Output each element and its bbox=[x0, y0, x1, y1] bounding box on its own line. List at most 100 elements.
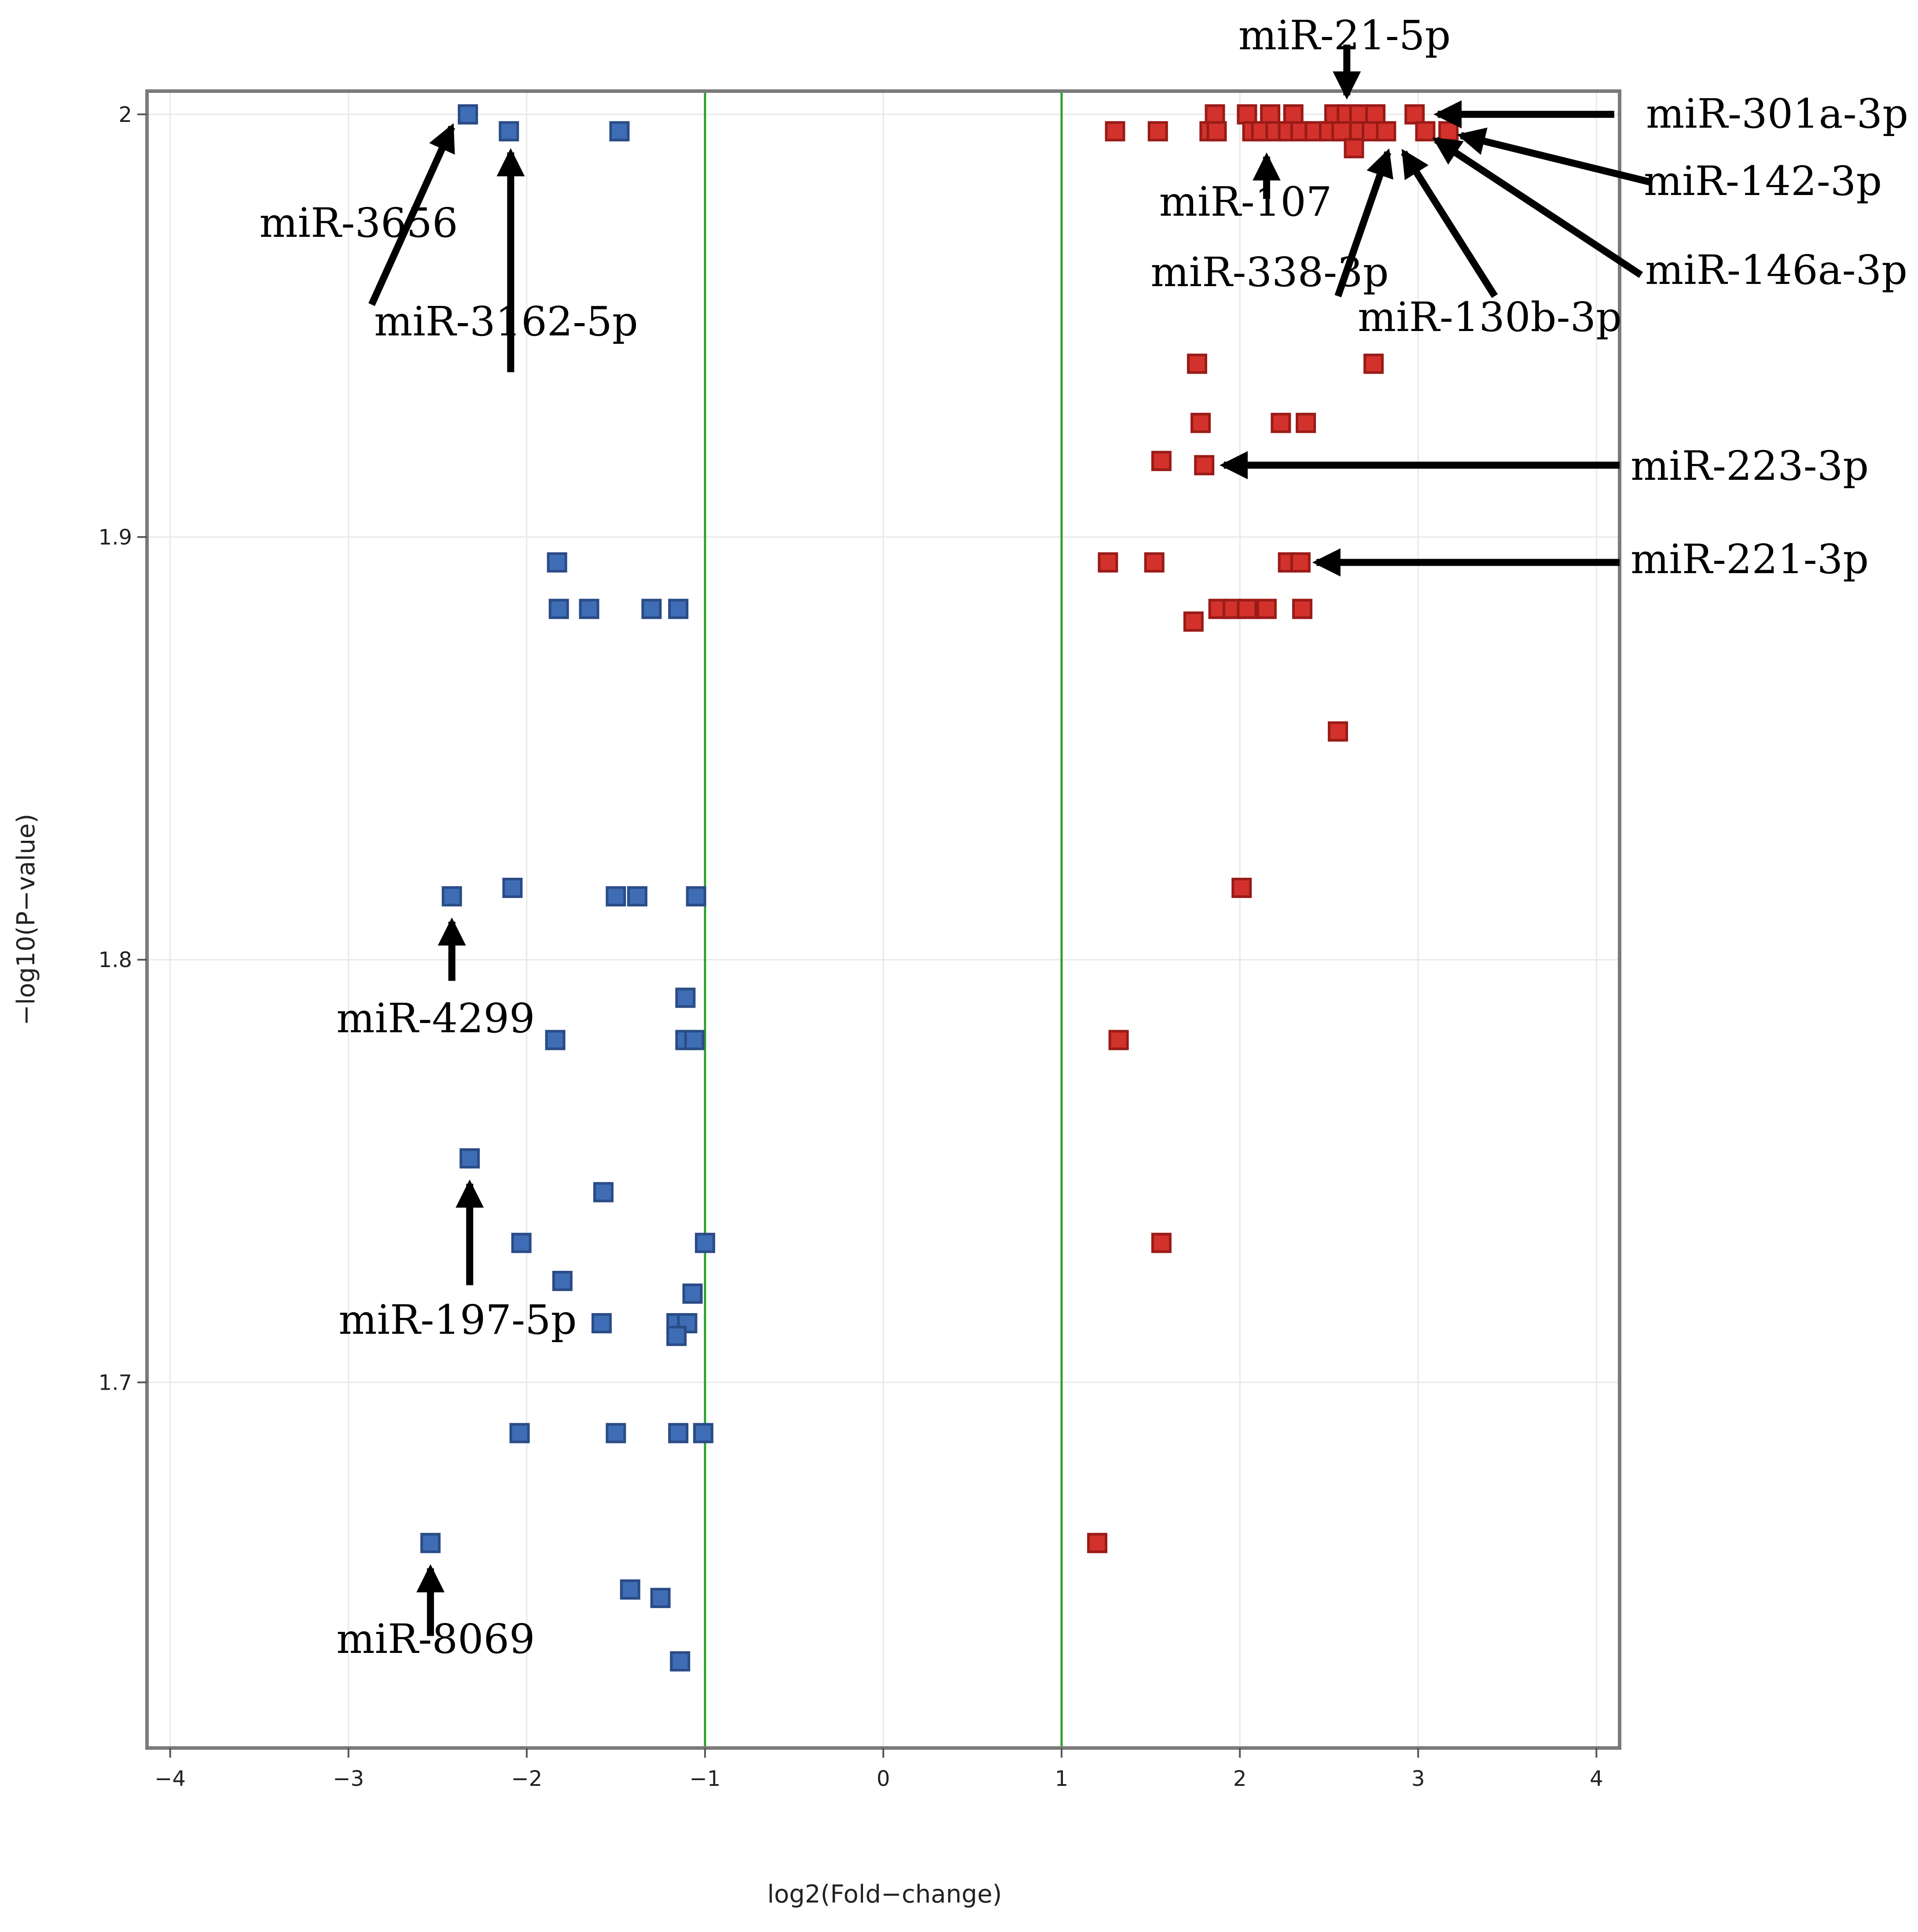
downregulated-point bbox=[677, 1313, 698, 1333]
upregulated-point bbox=[1098, 552, 1118, 573]
downregulated-point bbox=[682, 1283, 703, 1304]
annotation-arrow bbox=[1432, 136, 1643, 278]
downregulated-point bbox=[693, 1423, 713, 1443]
upregulated-point bbox=[1271, 412, 1291, 433]
annotation-label: miR-21-5p bbox=[1238, 12, 1451, 59]
x-tick-label: −2 bbox=[511, 1766, 542, 1791]
y-tick-label: 1.7 bbox=[99, 1370, 132, 1395]
upregulated-point bbox=[1108, 1030, 1129, 1050]
x-tick-label: 4 bbox=[1590, 1766, 1603, 1791]
y-tick-label: 1.9 bbox=[99, 525, 132, 550]
x-tick-label: −4 bbox=[154, 1766, 186, 1791]
downregulated-point bbox=[547, 552, 567, 573]
downregulated-point bbox=[552, 1270, 573, 1291]
x-tick-label: −3 bbox=[333, 1766, 364, 1791]
downregulated-point bbox=[499, 121, 519, 142]
upregulated-point bbox=[1256, 599, 1277, 619]
x-axis-title: log2(Fold−change) bbox=[767, 1880, 1002, 1909]
annotation-arrow bbox=[1334, 148, 1393, 298]
downregulated-point bbox=[441, 886, 462, 907]
downregulated-point bbox=[593, 1182, 614, 1203]
data-points bbox=[420, 104, 1459, 1672]
axis-ticks: −4 −3 −2 −1 0 1 2 3 4 1.7 1.8 1.9 2 bbox=[99, 103, 1603, 1791]
annotation-label: miR-223-3p bbox=[1631, 442, 1869, 489]
downregulated-point bbox=[606, 886, 626, 907]
upregulated-point bbox=[1237, 599, 1257, 619]
upregulated-point bbox=[1187, 353, 1207, 374]
downregulated-point bbox=[591, 1313, 612, 1333]
upregulated-point bbox=[1349, 104, 1370, 125]
upregulated-point bbox=[1151, 1233, 1172, 1253]
downregulated-point bbox=[694, 1233, 715, 1253]
downregulated-point bbox=[684, 1030, 705, 1050]
downregulated-point bbox=[606, 1423, 626, 1443]
downregulated-point bbox=[650, 1588, 671, 1608]
x-tick-label: 3 bbox=[1411, 1766, 1425, 1791]
annotation-label: miR-3162-5p bbox=[374, 298, 638, 345]
upregulated-point bbox=[1194, 455, 1215, 475]
upregulated-point bbox=[1260, 104, 1281, 125]
x-tick-label: 0 bbox=[877, 1766, 890, 1791]
upregulated-point bbox=[1438, 121, 1459, 142]
upregulated-point bbox=[1331, 121, 1352, 142]
annotation-label: miR-142-3p bbox=[1644, 158, 1882, 205]
upregulated-point bbox=[1415, 121, 1436, 142]
downregulated-point bbox=[627, 886, 647, 907]
threshold-lines bbox=[704, 91, 1063, 1748]
upregulated-point bbox=[1296, 412, 1316, 433]
upregulated-point bbox=[1144, 552, 1165, 573]
downregulated-point bbox=[502, 877, 523, 898]
annotation-label: miR-301a-3p bbox=[1646, 90, 1908, 137]
downregulated-point bbox=[641, 599, 662, 619]
upregulated-point bbox=[1365, 104, 1386, 125]
upregulated-point bbox=[1105, 121, 1125, 142]
downregulated-point bbox=[509, 1423, 530, 1443]
annotation-label: miR-4299 bbox=[336, 995, 535, 1042]
upregulated-point bbox=[1344, 138, 1364, 158]
annotation-arrow bbox=[368, 123, 455, 306]
upregulated-point bbox=[1327, 721, 1348, 742]
grid-lines bbox=[147, 91, 1620, 1748]
upregulated-point bbox=[1206, 121, 1227, 142]
upregulated-point bbox=[1147, 121, 1168, 142]
annotations: miR-3656 miR-3162-5p miR-4299 miR-197-5p miR… bbox=[259, 12, 1908, 1663]
downregulated-point bbox=[666, 1325, 687, 1346]
annotation-label: miR-338-3p bbox=[1150, 249, 1389, 296]
x-tick-label: 2 bbox=[1233, 1766, 1247, 1791]
annotation-arrow bbox=[1457, 127, 1651, 186]
downregulated-point bbox=[458, 104, 478, 125]
upregulated-point bbox=[1404, 104, 1425, 125]
annotation-label: miR-221-3p bbox=[1631, 536, 1869, 583]
y-tick-label: 1.8 bbox=[99, 948, 132, 972]
downregulated-point bbox=[609, 121, 630, 142]
upregulated-point bbox=[1190, 412, 1211, 433]
upregulated-point bbox=[1376, 121, 1396, 142]
x-tick-label: −1 bbox=[690, 1766, 721, 1791]
annotation-arrow bbox=[1401, 149, 1498, 298]
upregulated-point bbox=[1363, 353, 1384, 374]
annotation-label: miR-197-5p bbox=[338, 1296, 577, 1343]
upregulated-point bbox=[1237, 104, 1257, 125]
downregulated-point bbox=[670, 1651, 691, 1672]
upregulated-point bbox=[1292, 599, 1312, 619]
y-axis-title: −log10(P−value) bbox=[12, 814, 40, 1026]
annotation-label: miR-8069 bbox=[336, 1616, 535, 1663]
annotation-label: miR-130b-3p bbox=[1358, 294, 1622, 341]
downregulated-point bbox=[675, 987, 696, 1008]
upregulated-point bbox=[1205, 104, 1225, 125]
annotation-label: miR-107 bbox=[1159, 178, 1332, 225]
annotation-label: miR-146a-3p bbox=[1645, 247, 1907, 294]
upregulated-point bbox=[1087, 1533, 1108, 1553]
upregulated-point bbox=[1151, 451, 1172, 471]
downregulated-point bbox=[459, 1148, 480, 1169]
downregulated-point bbox=[668, 1423, 689, 1443]
downregulated-point bbox=[548, 599, 569, 619]
downregulated-point bbox=[579, 599, 599, 619]
downregulated-point bbox=[511, 1233, 532, 1253]
downregulated-point bbox=[420, 1533, 441, 1553]
upregulated-point bbox=[1183, 611, 1204, 632]
y-tick-label: 2 bbox=[118, 103, 132, 127]
upregulated-point bbox=[1290, 552, 1311, 573]
upregulated-point bbox=[1283, 104, 1304, 125]
